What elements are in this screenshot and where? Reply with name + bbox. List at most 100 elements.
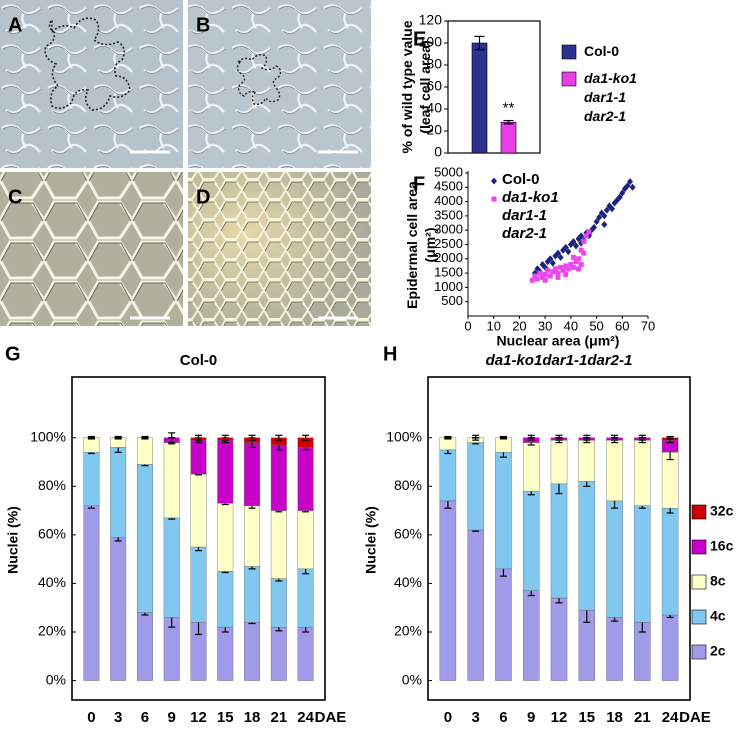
y-tick-label: 20% — [394, 623, 422, 639]
panel-label: H — [383, 343, 397, 365]
micrograph-b — [188, 0, 371, 168]
error-bar — [666, 435, 674, 440]
panel-label: C — [8, 186, 22, 208]
bar-segment — [550, 439, 568, 485]
bar-segment — [661, 507, 679, 616]
x-tick-label: 60 — [615, 318, 629, 333]
plot-frame — [427, 376, 691, 701]
point — [583, 233, 589, 239]
panel-label: E — [413, 28, 426, 50]
bar-segment — [136, 437, 153, 465]
y-tick-label: 60% — [394, 526, 422, 542]
bar-segment — [522, 442, 540, 492]
y-tick-label: 100% — [386, 428, 422, 444]
legend-swatch — [691, 504, 707, 520]
point — [534, 276, 540, 282]
legend-label: 32c — [710, 503, 734, 519]
x-tick-label: 9 — [527, 709, 535, 726]
bar-segment — [244, 622, 261, 681]
y-tick-label: 1000 — [434, 279, 463, 294]
bar-segment — [550, 483, 568, 599]
point — [563, 272, 569, 278]
bar-segment — [495, 568, 512, 681]
bar-segment — [439, 437, 457, 451]
point — [537, 270, 543, 276]
panel-title: da1-ko1dar1-1dar2-1 — [486, 352, 633, 369]
point — [555, 274, 561, 280]
legend-swatch — [691, 539, 707, 555]
x-tick-label: 24 — [662, 709, 679, 726]
bar-segment — [495, 437, 512, 453]
point — [545, 267, 551, 273]
y-tick-label: 20 — [426, 122, 442, 138]
y-axis-title-line: Epidermal cell area — [404, 181, 420, 309]
error-bar — [503, 119, 514, 125]
y-tick-label: 0 — [434, 144, 442, 160]
legend-label: Col-0 — [584, 43, 619, 59]
bar-segment — [190, 439, 207, 475]
panel-label: A — [8, 14, 22, 36]
legend-marker — [491, 196, 497, 202]
legend-label: 2c — [710, 643, 726, 659]
bar-segment — [495, 452, 512, 570]
x-tick-label: 21 — [270, 709, 287, 726]
legend-marker — [491, 177, 497, 185]
y-tick-label: 80 — [426, 56, 442, 72]
error-bar — [275, 434, 283, 441]
panel-label: F — [413, 173, 425, 195]
point — [570, 254, 576, 260]
y-tick-label: 60 — [426, 78, 442, 94]
x-tick-label: 18 — [244, 709, 261, 726]
bar-segment — [136, 612, 153, 681]
error-bar — [302, 434, 310, 441]
y-tick-label: 3000 — [434, 222, 463, 237]
point — [624, 182, 631, 190]
point — [558, 264, 564, 270]
bar-segment — [217, 439, 234, 504]
x-tick-label: 70 — [641, 318, 655, 333]
legend-swatch — [561, 44, 577, 60]
y-tick-label: 1500 — [434, 265, 463, 280]
legend-label: da1-ko1 dar1-1 dar2-1 — [584, 70, 637, 124]
point — [581, 250, 587, 256]
x-axis-title: Nuclear area (μm²) — [497, 333, 620, 349]
legend-swatch — [561, 71, 577, 87]
panel-label: G — [5, 343, 21, 365]
y-tick-label: 40% — [394, 574, 422, 590]
bar-segment — [297, 510, 314, 570]
x-tick-label: 12 — [190, 709, 207, 726]
x-tick-label: 21 — [634, 709, 651, 726]
legend-label: Col-0 — [502, 171, 540, 188]
bar-segment — [163, 442, 180, 519]
x-tick-label: 40 — [564, 318, 578, 333]
y-tick-label: 0% — [402, 671, 422, 687]
bar-segment — [217, 503, 234, 572]
bar — [471, 42, 488, 154]
bar-segment — [270, 444, 287, 511]
y-axis-title: Nuclei (%) — [5, 506, 21, 574]
x-tick-label: 15 — [578, 709, 595, 726]
x-tick-label: 15 — [217, 709, 234, 726]
point — [619, 189, 626, 197]
point — [555, 249, 561, 257]
bar-segment — [244, 442, 261, 506]
x-tick-label: 3 — [471, 709, 479, 726]
plot-frame — [447, 20, 541, 154]
bar-segment — [110, 537, 127, 681]
y-tick-label: 80% — [38, 477, 66, 493]
y-axis-title-line: (μm²) — [422, 228, 438, 263]
bar-segment — [606, 439, 623, 502]
point — [550, 269, 556, 275]
bar-segment — [439, 449, 457, 502]
point — [591, 223, 597, 231]
y-tick-label: 0% — [46, 671, 66, 687]
point — [578, 232, 585, 240]
point — [568, 262, 574, 268]
y-tick-label: 4000 — [434, 193, 463, 208]
bar-segment — [661, 614, 679, 681]
x-tick-label: 12 — [551, 709, 568, 726]
y-tick-label: 40% — [38, 574, 66, 590]
point — [565, 266, 571, 272]
